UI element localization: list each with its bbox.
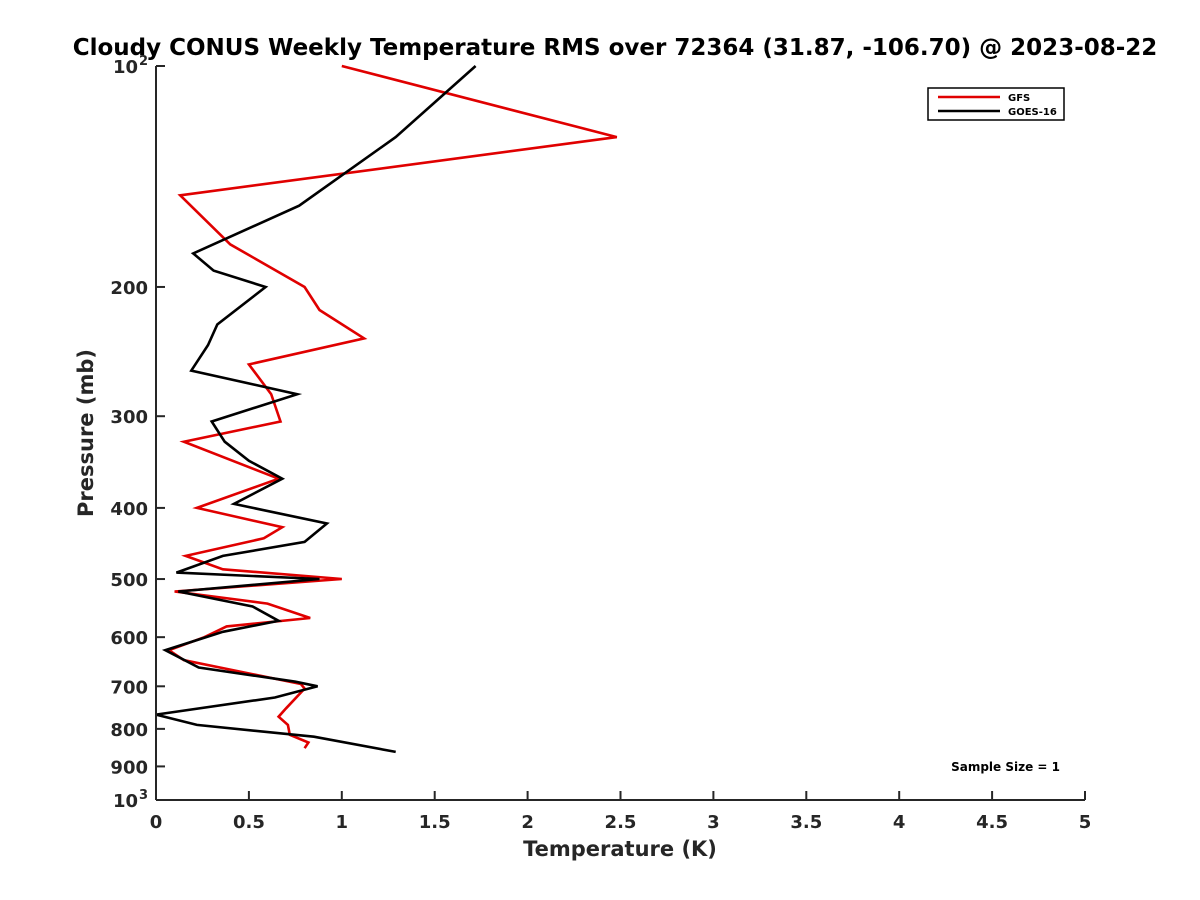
series-layer bbox=[155, 64, 618, 754]
x-tick-label: 1.5 bbox=[419, 812, 451, 833]
x-tick-label: 3.5 bbox=[790, 812, 822, 833]
x-tick-label: 5 bbox=[1079, 812, 1092, 833]
legend: GFS GOES-16 bbox=[927, 87, 1065, 121]
series-line-gfs bbox=[166, 64, 618, 749]
y-tick-label: 900 bbox=[110, 757, 148, 778]
y-tick-label: 10 bbox=[113, 791, 138, 812]
axes-layer: 0 0.5 1 1.5 2 2.5 3 3.5 4 4.5 510 22003004005006007… bbox=[110, 54, 1091, 833]
y-tick-exponent: 2 bbox=[139, 54, 148, 69]
y-tick-label: 300 bbox=[110, 407, 148, 428]
legend-label: GFS bbox=[1008, 93, 1030, 104]
x-tick-label: 1 bbox=[336, 812, 349, 833]
y-tick-label: 600 bbox=[110, 628, 148, 649]
y-tick-exponent: 3 bbox=[139, 788, 148, 803]
y-tick-label: 800 bbox=[110, 720, 148, 741]
x-tick-label: 0 bbox=[150, 812, 163, 833]
y-tick-label: 500 bbox=[110, 570, 148, 591]
x-tick-label: 0.5 bbox=[233, 812, 265, 833]
legend-label: GOES-16 bbox=[1008, 107, 1057, 118]
sample-size-note: Sample Size = 1 bbox=[951, 760, 1060, 774]
x-tick-label: 4.5 bbox=[976, 812, 1008, 833]
series-line-goes-16 bbox=[155, 65, 477, 754]
y-tick-label: 200 bbox=[110, 278, 148, 299]
y-axis-label: Pressure (mb) bbox=[74, 349, 98, 517]
y-tick-label: 700 bbox=[110, 677, 148, 698]
legend-box bbox=[927, 87, 1065, 121]
x-tick-label: 2 bbox=[521, 812, 534, 833]
x-tick-label: 2.5 bbox=[605, 812, 637, 833]
y-tick-label: 10 bbox=[113, 57, 138, 78]
y-tick-label: 400 bbox=[110, 499, 148, 520]
x-tick-label: 4 bbox=[893, 812, 906, 833]
x-axis-label: Temperature (K) bbox=[523, 837, 717, 861]
x-tick-label: 3 bbox=[707, 812, 720, 833]
chart-title: Cloudy CONUS Weekly Temperature RMS over… bbox=[73, 35, 1158, 61]
